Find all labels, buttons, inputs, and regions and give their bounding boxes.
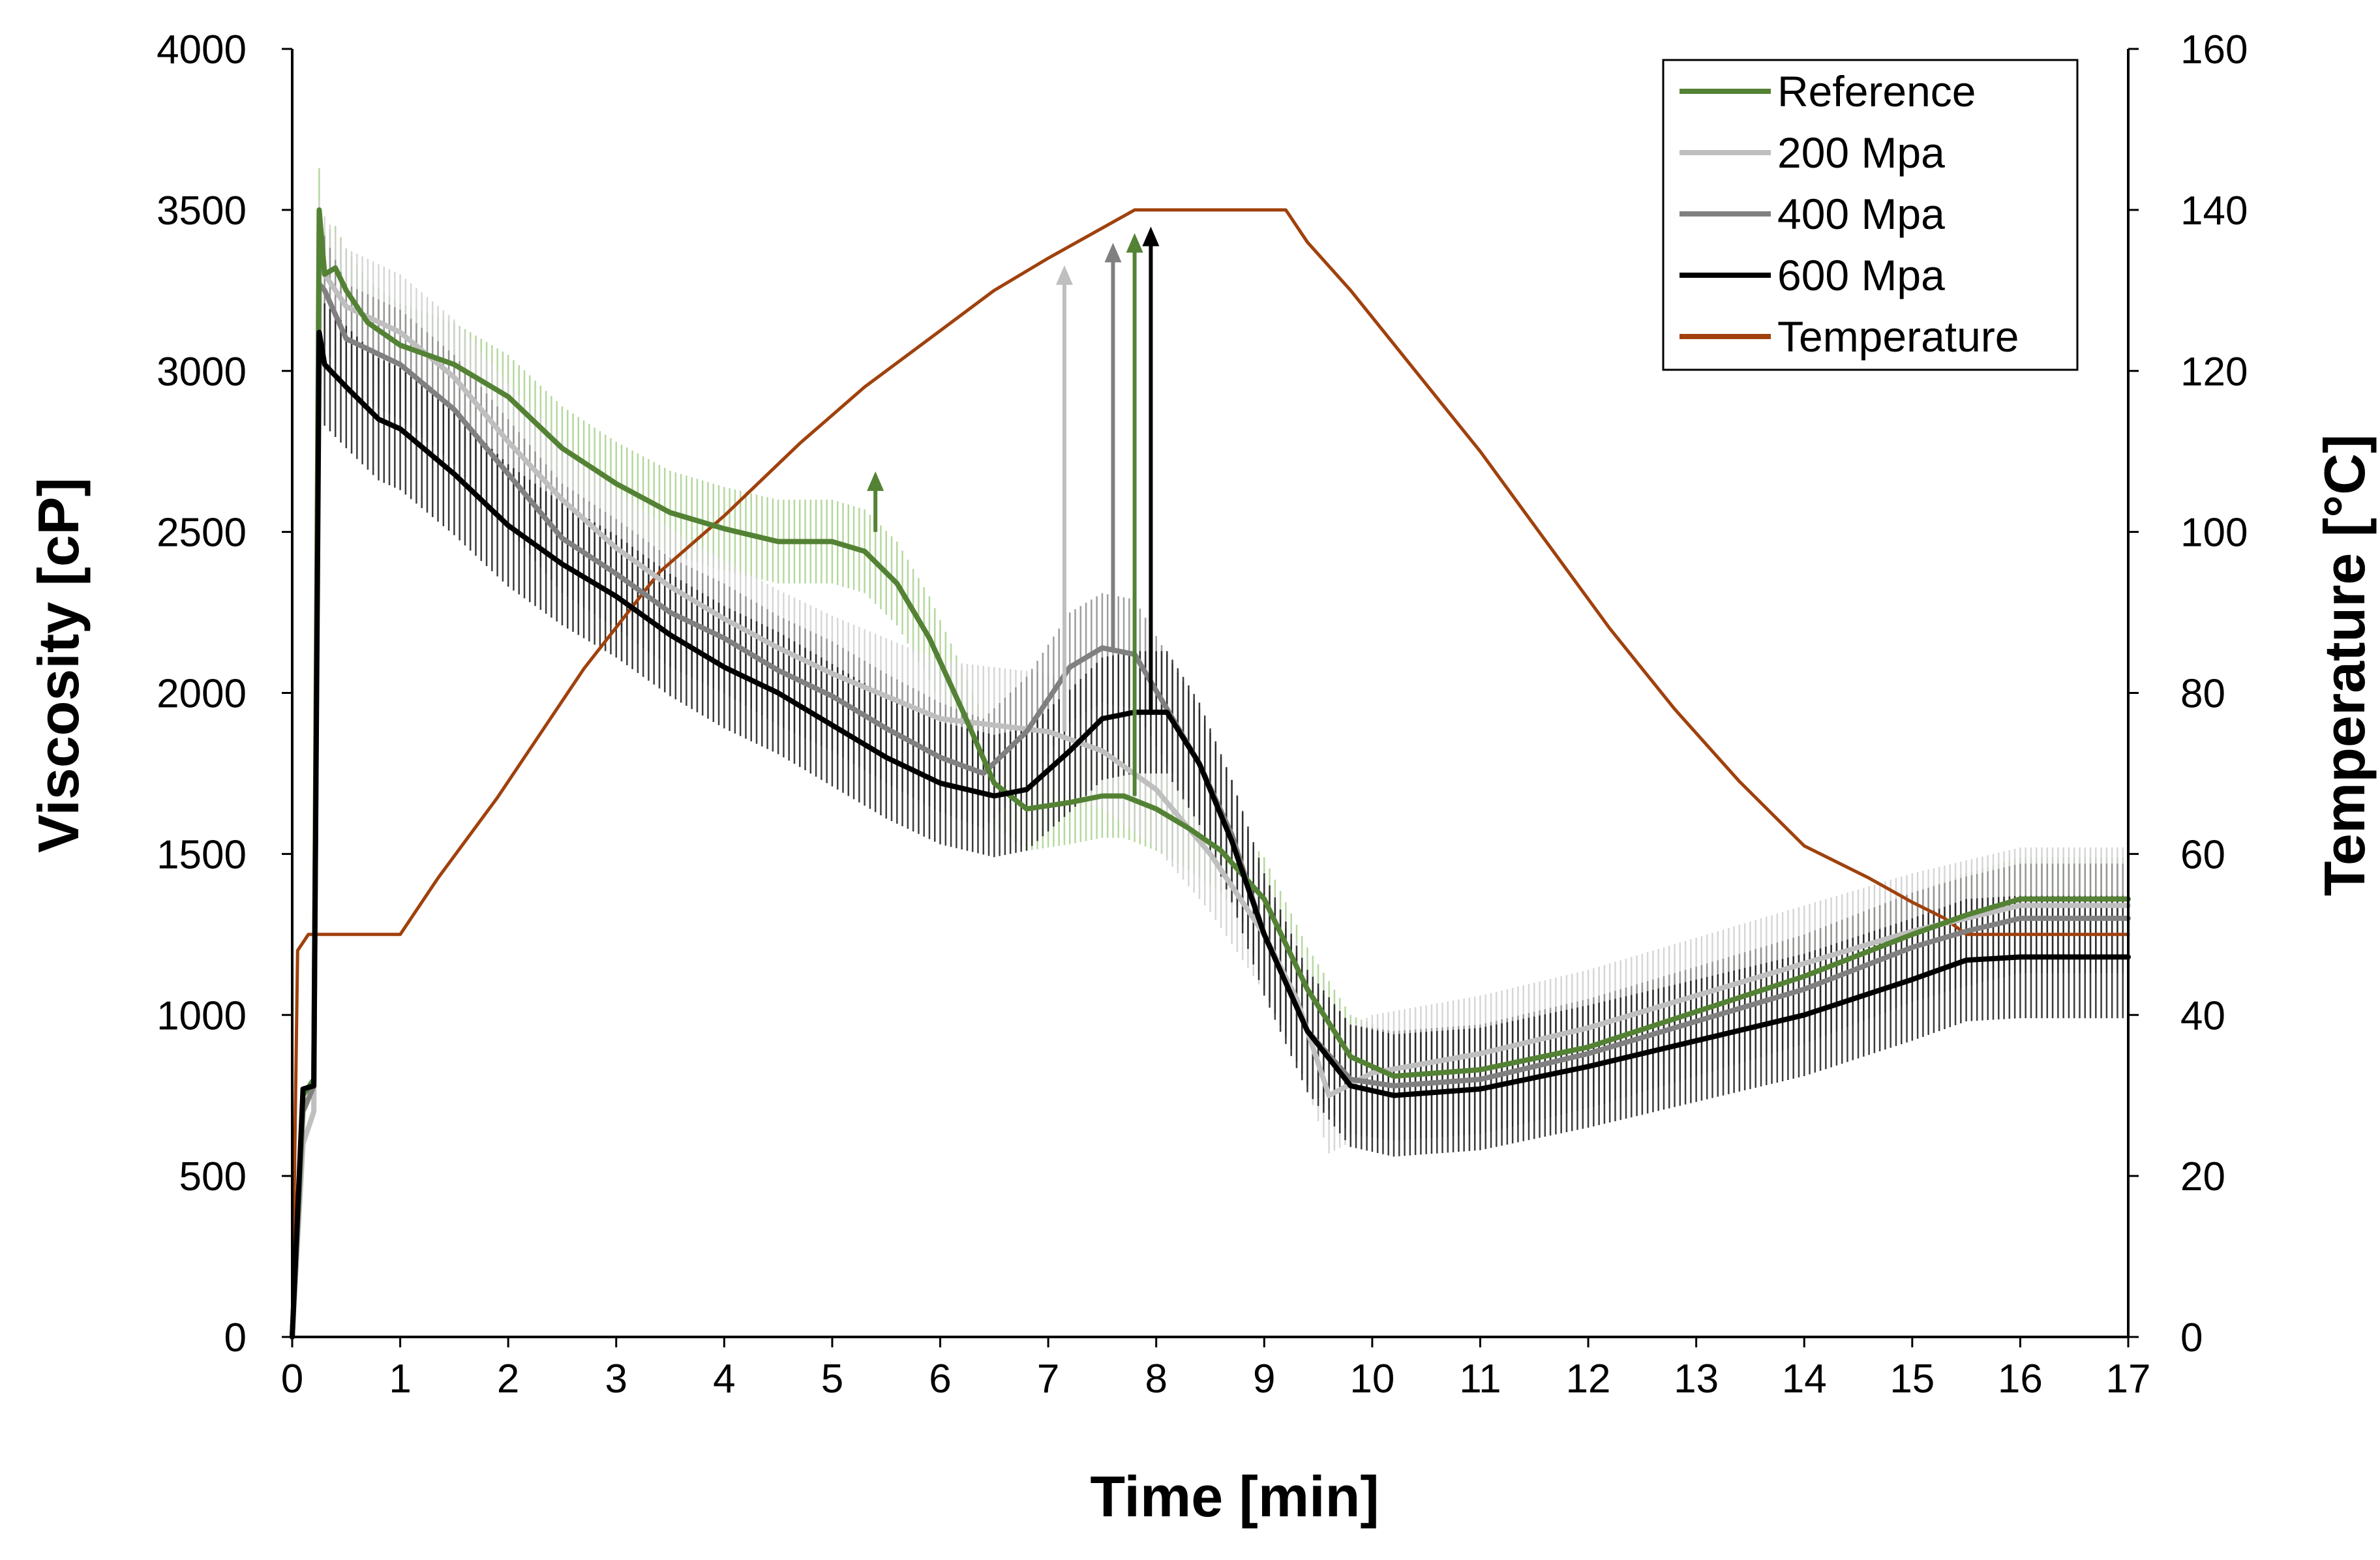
y2-tick-label: 80 (2180, 672, 2225, 717)
x-tick-label: 2 (497, 1357, 519, 1402)
x-tick-label: 1 (389, 1357, 411, 1402)
legend-label: 600 Mpa (1777, 251, 1945, 299)
y2-tick-label: 160 (2180, 27, 2248, 72)
x-tick-label: 8 (1145, 1357, 1167, 1402)
y2-tick-label: 40 (2180, 993, 2225, 1038)
x-tick-label: 13 (1674, 1357, 1719, 1402)
legend-label: 400 Mpa (1777, 190, 1945, 238)
y-tick-label: 500 (179, 1154, 247, 1199)
y-tick-label: 1000 (157, 993, 247, 1038)
x-tick-label: 12 (1566, 1357, 1611, 1402)
y-tick-label: 1500 (157, 832, 247, 877)
x-tick-label: 6 (929, 1357, 951, 1402)
x-tick-label: 11 (1459, 1357, 1501, 1402)
x-tick-label: 15 (1890, 1357, 1935, 1402)
legend-label: 200 Mpa (1777, 128, 1945, 177)
annotation-arrow-head (1142, 226, 1160, 247)
y2-tick-label: 20 (2180, 1154, 2225, 1199)
annotation-arrow-head (1126, 233, 1143, 253)
annotation-arrow-head (867, 471, 884, 491)
annotation-arrow-head (1104, 243, 1122, 263)
x-axis-title: Time [min] (1090, 1464, 1379, 1529)
x-tick-label: 5 (821, 1357, 843, 1402)
legend: Reference 200 Mpa 400 Mpa 600 Mpa Temperatur… (1662, 59, 2079, 371)
series-line-600-mpa (290, 329, 2131, 1340)
series-line-reference (290, 207, 2131, 1340)
series-line-temperature (290, 208, 2130, 1339)
y-axis-title: Viscosity [cP] (26, 477, 91, 853)
y-tick-label: 0 (224, 1315, 247, 1360)
legend-label: Reference (1777, 67, 1976, 115)
y2-axis-title: Temperature [°C] (2312, 434, 2377, 896)
x-tick-label: 0 (281, 1357, 303, 1402)
legend-label: Temperature (1777, 312, 2019, 361)
y2-tick-label: 60 (2180, 832, 2225, 877)
x-tick-label: 7 (1037, 1357, 1059, 1402)
x-tick-label: 9 (1253, 1357, 1275, 1402)
y2-tick-label: 100 (2180, 511, 2248, 556)
y-tick-label: 3000 (157, 350, 247, 395)
x-tick-label: 14 (1782, 1357, 1827, 1402)
y-tick-label: 2000 (157, 672, 247, 717)
x-tick-label: 3 (605, 1357, 627, 1402)
y2-tick-label: 0 (2180, 1315, 2203, 1360)
y-tick-label: 2500 (157, 511, 247, 556)
annotation-arrows (867, 226, 1160, 796)
x-tick-label: 10 (1349, 1357, 1394, 1402)
y-tick-label: 3500 (157, 188, 247, 233)
axes: 0 1 2 3 4 5 6 7 8 9 10 11 12 13 14 15 16 1705001000150020… (157, 27, 2248, 1402)
series-line-400-mpa (290, 281, 2131, 1340)
series-lines (290, 207, 2131, 1340)
y2-tick-label: 120 (2180, 350, 2248, 395)
annotation-arrow-head (1055, 265, 1073, 285)
x-tick-label: 4 (713, 1357, 735, 1402)
y-tick-label: 4000 (157, 27, 247, 72)
x-tick-label: 16 (1998, 1357, 2043, 1402)
x-tick-label: 17 (2106, 1357, 2151, 1402)
y2-tick-label: 140 (2180, 188, 2248, 233)
